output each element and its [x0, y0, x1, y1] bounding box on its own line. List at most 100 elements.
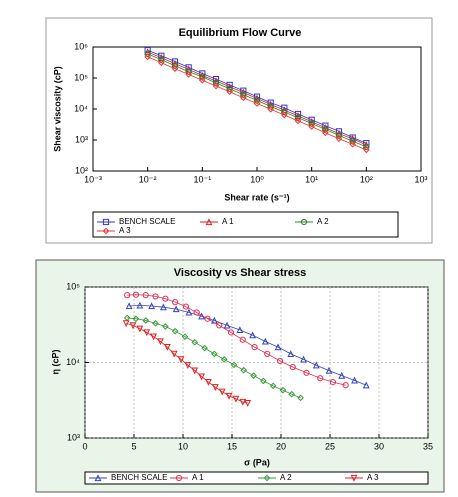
marker: [212, 76, 220, 83]
legend-marker: [205, 218, 213, 226]
marker: [159, 303, 167, 311]
series-line: [147, 51, 367, 146]
marker: [198, 373, 206, 381]
x-tick-label: 20: [276, 441, 286, 451]
y-tick-label: 10³: [75, 134, 88, 144]
marker: [201, 344, 208, 352]
marker: [363, 143, 370, 150]
x-tick-label: 10³: [414, 174, 427, 184]
marker: [312, 361, 320, 369]
legend-marker: [94, 474, 102, 482]
marker: [317, 375, 324, 382]
marker: [226, 85, 233, 92]
marker: [281, 111, 288, 119]
marker: [276, 357, 284, 365]
marker: [150, 333, 158, 341]
marker: [124, 292, 131, 299]
marker: [269, 382, 277, 390]
y-tick-label: 10⁵: [74, 72, 88, 82]
marker: [157, 338, 164, 346]
marker: [240, 91, 247, 98]
legend-marker: [175, 474, 183, 482]
marker: [274, 343, 282, 351]
legend-marker: [350, 474, 358, 482]
marker: [322, 126, 329, 133]
legend-label: A 1: [192, 473, 204, 482]
marker: [351, 376, 358, 384]
marker: [177, 356, 185, 364]
marker: [199, 70, 206, 77]
y-tick-label: 10²: [75, 165, 88, 175]
marker: [143, 329, 151, 337]
marker: [225, 392, 233, 400]
marker: [253, 97, 261, 104]
marker: [152, 293, 159, 300]
x-tick-label: 5: [131, 441, 136, 451]
x-tick-label: 10²: [360, 174, 373, 184]
marker: [132, 315, 140, 323]
marker: [158, 59, 165, 67]
marker: [239, 398, 247, 406]
marker: [184, 362, 192, 369]
marker: [185, 64, 192, 71]
legend-label: A 3: [119, 226, 131, 235]
marker: [172, 299, 179, 306]
marker: [220, 356, 228, 363]
marker: [253, 93, 261, 100]
marker: [199, 73, 206, 80]
marker: [325, 366, 333, 374]
marker: [185, 308, 193, 316]
marker: [171, 327, 179, 335]
legend-box: [92, 211, 399, 238]
marker: [267, 99, 274, 106]
marker: [297, 394, 304, 402]
marker: [308, 123, 315, 130]
legend-label: BENCH SCALE: [119, 217, 175, 226]
y-tick-label: 10³: [67, 432, 80, 442]
marker: [182, 303, 190, 310]
marker: [267, 105, 274, 113]
legend-label: A 2: [280, 473, 292, 482]
y-tick-label: 10⁵: [66, 281, 80, 291]
marker: [125, 302, 133, 310]
marker: [335, 132, 343, 139]
legend-marker: [102, 218, 110, 226]
marker: [223, 321, 231, 329]
marker: [260, 377, 267, 385]
marker: [148, 302, 156, 310]
marker: [261, 337, 269, 345]
x-tick-label: 0: [82, 441, 87, 451]
marker: [181, 333, 189, 340]
series-line: [147, 56, 367, 151]
marker: [227, 329, 235, 336]
marker: [294, 110, 302, 118]
marker: [250, 372, 257, 379]
marker: [308, 120, 315, 127]
marker: [129, 322, 137, 330]
marker: [294, 114, 302, 121]
x-tick-label: 25: [325, 441, 335, 451]
marker: [288, 390, 296, 398]
marker: [163, 343, 171, 351]
marker: [216, 322, 223, 329]
marker: [158, 52, 165, 59]
x-axis-label: σ (Pa): [244, 457, 270, 467]
marker: [136, 301, 144, 309]
legend-label: A 3: [367, 473, 379, 482]
chart-title: Equilibrium Flow Curve: [179, 27, 302, 39]
marker: [210, 316, 218, 324]
marker: [170, 350, 178, 358]
marker: [239, 336, 246, 343]
y-axis-label: η (cP): [50, 349, 60, 374]
y-tick-label: 10⁴: [74, 103, 88, 113]
marker: [338, 371, 346, 379]
marker: [244, 399, 252, 407]
x-tick-label: 10⁰: [250, 174, 264, 184]
x-axis-label: Shear rate (s⁻¹): [224, 192, 289, 202]
x-tick-label: 10¹: [305, 174, 318, 184]
x-tick-label: 10: [178, 441, 188, 451]
x-tick-label: 35: [423, 441, 433, 451]
marker: [349, 138, 356, 145]
marker: [136, 325, 144, 333]
marker: [226, 81, 233, 88]
